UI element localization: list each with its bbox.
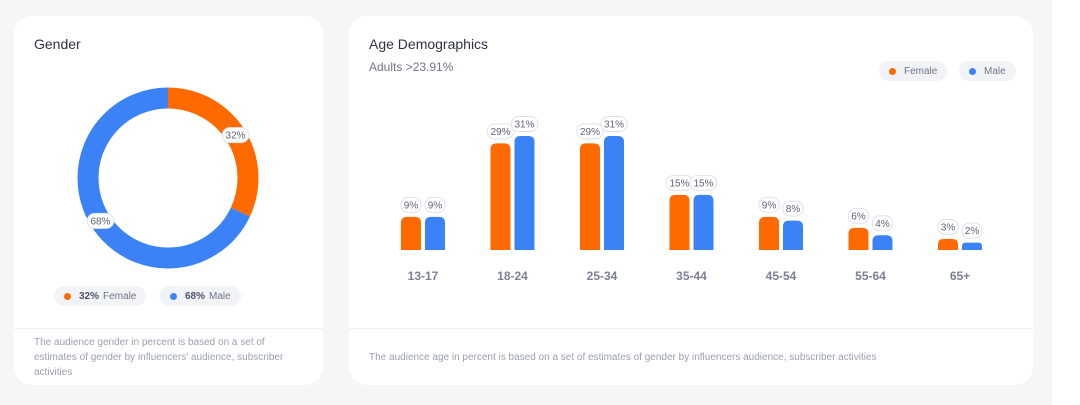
bar-label-female-18-24-bg [486,123,515,140]
bar-label-male-55-64-text: 4% [875,219,890,230]
age-title: Age Demographics [369,36,489,52]
bar-male-25-34[interactable] [604,136,624,250]
bar-label-female-18-24-text: 29% [490,127,510,138]
bar-label-female-65+-text: 3% [941,222,956,233]
x-tick-25-34: 25-34 [587,269,618,283]
female-dot-icon [64,292,71,300]
age-divider [349,328,1033,329]
bar-female-55-64[interactable] [848,227,869,250]
bar-label-female-45-54-bg [758,196,780,213]
bar-label-male-18-24-bg [510,116,539,132]
donut-label-male: 68% [86,212,115,229]
bar-label-female-45-54-text: 9% [762,200,777,211]
bar-label-male-18-24: 31% [510,116,539,132]
bar-label-male-45-54: 8% [782,200,804,217]
x-tick-18-24: 18-24 [497,269,528,283]
age-bar-chart: 9% 9% 13-17 29% 31% 18-24 29% 31% 25-34 15% 15% 35-… [400,116,983,283]
bar-female-65+[interactable] [938,238,958,250]
age-legend-male-label: Male [984,65,1006,77]
age-legend-female-label: Female [904,65,938,77]
bar-label-female-25-34: 29% [576,123,604,140]
bar-label-male-65+-bg [961,222,983,239]
donut-label-female-bg [221,127,250,144]
dashboard-page: Gender 32% 68% 32% Female 68% Male The au… [14,16,1033,385]
bar-label-female-13-17: 9% [400,196,422,213]
bar-label-female-65+-bg [937,218,959,235]
bar-label-female-65+: 3% [937,218,959,235]
female-dot-icon [889,67,896,75]
bar-label-male-13-17-text: 9% [428,200,443,211]
bar-male-35-44[interactable] [693,194,714,250]
x-tick-55-64: 55-64 [855,269,886,283]
age-card: Age Demographics Adults >23.91% Female M… [349,16,1033,385]
donut-label-male-text: 68% [90,216,110,227]
bar-label-female-45-54: 9% [758,196,780,213]
bar-label-female-13-17-bg [400,196,422,213]
gender-donut-chart: 32% 68% [77,87,259,269]
x-tick-65+: 65+ [950,269,970,283]
gender-legend-female-label: Female [103,290,137,302]
bar-label-male-35-44-bg [689,174,718,191]
bar-label-female-25-34-text: 29% [580,127,600,138]
age-footnote: The audience age in percent is based on … [369,352,877,363]
bar-male-55-64[interactable] [872,235,893,250]
x-tick-45-54: 45-54 [766,269,797,283]
bar-label-male-55-64: 4% [871,215,894,232]
male-dot-icon [969,67,976,75]
gender-footnote: The audience gender in percent is based … [34,337,284,378]
bar-label-male-45-54-bg [782,200,804,217]
donut-label-male-bg [86,212,115,229]
donut-label-female: 32% [221,127,250,144]
bar-label-male-25-34-text: 31% [604,120,624,131]
gender-title: Gender [34,36,81,52]
bar-label-female-55-64-bg [847,207,870,224]
gender-legend-male-pct: 68% [185,290,206,302]
x-tick-13-17: 13-17 [408,269,439,283]
bar-female-25-34[interactable] [580,143,600,250]
gender-legend-female[interactable]: 32% Female [54,286,147,306]
age-legend-female[interactable]: Female [879,61,948,81]
donut-slice-male[interactable] [77,87,259,269]
gender-legend-male[interactable]: 68% Male [160,286,241,306]
bar-label-male-45-54-text: 8% [786,204,801,215]
bar-label-male-65+-text: 2% [965,226,980,237]
bar-female-18-24[interactable] [490,143,511,250]
bar-label-female-55-64: 6% [847,207,870,224]
gender-legend-female-pct: 32% [79,290,100,302]
bar-female-13-17[interactable] [401,216,421,250]
bar-label-female-55-64-text: 6% [851,211,866,222]
bar-label-male-25-34-bg [600,116,628,132]
gender-divider [14,328,323,329]
bar-label-male-35-44-text: 15% [693,178,713,189]
bar-male-13-17[interactable] [425,216,445,250]
bar-label-male-25-34: 31% [600,116,628,132]
bar-female-45-54[interactable] [759,216,779,250]
bar-label-female-25-34-bg [576,123,604,140]
bar-label-female-18-24: 29% [486,123,515,140]
gender-card: Gender 32% 68% 32% Female 68% Male The au… [14,16,323,385]
bar-label-female-13-17-text: 9% [404,200,419,211]
bar-label-male-18-24-text: 31% [514,120,534,131]
bar-label-female-35-44: 15% [665,174,694,191]
bar-female-35-44[interactable] [669,194,690,250]
bar-male-65+[interactable] [962,242,982,250]
bar-label-male-13-17: 9% [424,196,446,213]
bar-male-18-24[interactable] [514,136,535,250]
bar-male-45-54[interactable] [783,220,803,250]
gender-legend-male-label: Male [209,290,231,302]
bar-label-male-55-64-bg [871,215,894,232]
x-tick-35-44: 35-44 [676,269,707,283]
bar-label-male-35-44: 15% [689,174,718,191]
bar-label-female-35-44-text: 15% [669,178,689,189]
donut-label-female-text: 32% [226,131,246,142]
bar-label-male-65+: 2% [961,222,983,239]
male-dot-icon [170,292,177,300]
age-subtitle: Adults >23.91% [369,60,454,74]
bar-label-male-13-17-bg [424,196,446,213]
age-legend-male[interactable]: Male [959,61,1016,81]
